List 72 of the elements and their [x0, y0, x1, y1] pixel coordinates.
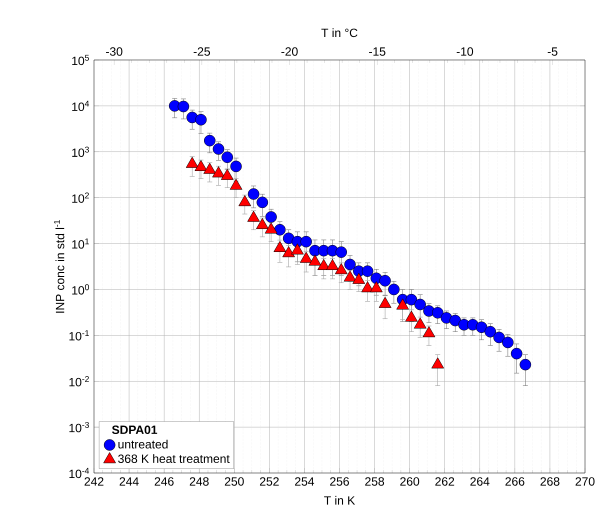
point	[326, 259, 339, 270]
y-tick-label: 10$^{1}$	[72, 238, 89, 249]
point	[379, 274, 391, 286]
x2-tick-label: -30	[106, 47, 122, 56]
x-tick-label: 256	[330, 477, 349, 486]
legend-title: SDPA01	[112, 426, 158, 434]
point	[274, 224, 286, 236]
x-tick-label: 252	[260, 477, 279, 486]
y-tick-label: 10$^{-2}$	[69, 376, 89, 386]
point	[344, 270, 356, 282]
point	[510, 348, 522, 360]
x-tick-label: 270	[576, 477, 595, 486]
point	[222, 152, 234, 164]
point	[484, 326, 496, 338]
y-tick-label: 10$^{-4}$	[69, 468, 90, 478]
x-tick-label: 264	[470, 477, 490, 486]
point	[344, 258, 356, 270]
x-tick-label: 266	[505, 477, 524, 486]
point	[352, 272, 366, 284]
x2-tick-label: -5	[548, 47, 558, 56]
x-tick-label: 246	[154, 477, 174, 486]
point	[431, 357, 444, 368]
point	[336, 246, 348, 258]
x-tick-label: 268	[540, 477, 560, 486]
x2-tick-label: -25	[194, 47, 210, 56]
point	[291, 243, 304, 254]
x-tick-label: 250	[224, 477, 244, 486]
point	[256, 196, 268, 208]
point	[396, 298, 409, 310]
point	[300, 236, 312, 248]
y-tick-label: 10$^{-1}$	[69, 330, 89, 340]
point	[476, 322, 488, 334]
point	[230, 178, 242, 190]
y-axis-title: INP conc in std l$^{-1}$	[54, 220, 64, 313]
x-tick-label: 258	[365, 477, 384, 486]
x2-axis-title: T in °C	[321, 28, 358, 38]
legend-label: 368 K heat treatment	[118, 454, 230, 464]
x2-tick-label: -20	[281, 47, 298, 56]
point	[406, 294, 418, 306]
point	[493, 332, 505, 344]
x2-tick-label: -10	[456, 47, 474, 56]
x-tick-label: 262	[435, 477, 454, 486]
x-axis-title: T in K	[324, 496, 356, 505]
point	[195, 114, 207, 126]
x-tick-label: 248	[190, 477, 209, 486]
x-tick-label: 254	[295, 477, 314, 486]
y-tick-label: 10$^{3}$	[72, 146, 89, 157]
y-tick-label: 10$^{0}$	[72, 284, 89, 295]
y-tick-label: 10$^{2}$	[72, 192, 89, 203]
point	[230, 160, 242, 172]
point	[370, 281, 383, 292]
point	[388, 284, 400, 296]
point	[282, 232, 294, 244]
point	[248, 188, 260, 200]
x-tick-label: 242	[84, 477, 104, 486]
point	[265, 211, 277, 223]
y-tick-label: 10$^{4}$	[72, 100, 90, 112]
point	[414, 298, 426, 310]
y-tick-label: 10$^{5}$	[72, 54, 89, 66]
point	[362, 265, 374, 277]
point	[502, 336, 514, 348]
x2-tick-label: -15	[369, 47, 386, 56]
point	[220, 168, 234, 180]
x-tick-label: 244	[120, 477, 139, 486]
point	[247, 210, 260, 222]
point	[308, 254, 322, 266]
x-tick-label: 260	[400, 477, 420, 486]
point	[264, 222, 278, 234]
point	[361, 281, 374, 292]
point	[520, 358, 532, 370]
y-tick-label: 10$^{-3}$	[69, 422, 89, 432]
legend-label: untreated	[118, 440, 168, 449]
